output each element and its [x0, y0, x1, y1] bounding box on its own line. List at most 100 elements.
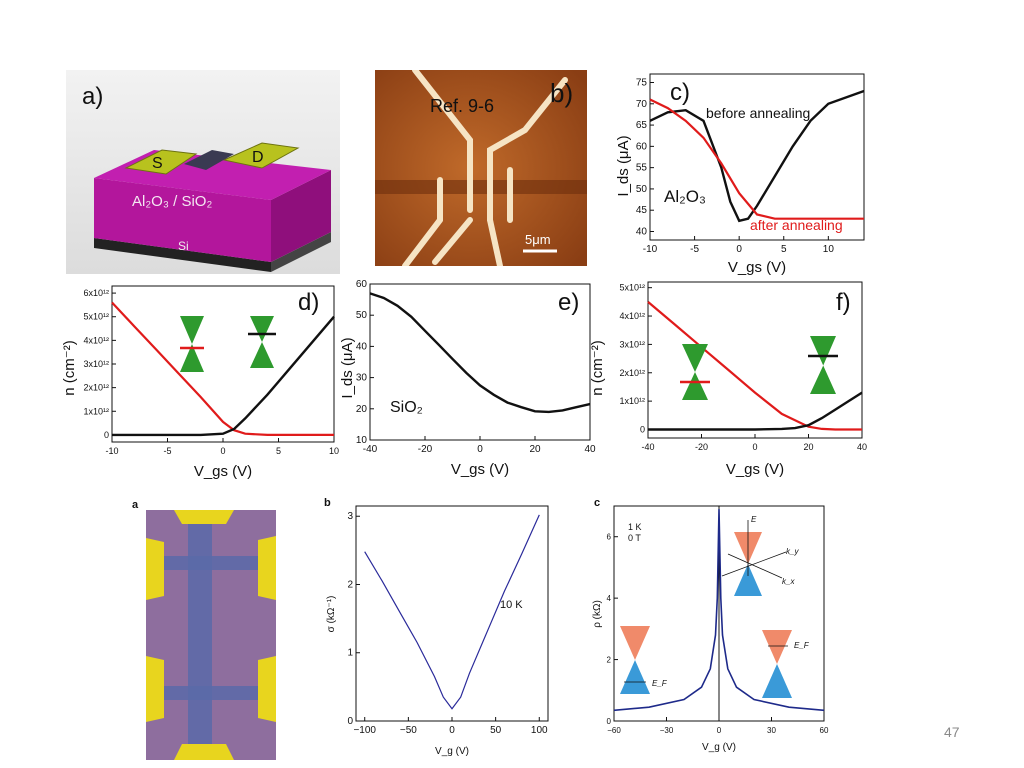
ytick-label: 3x10¹²: [619, 339, 645, 349]
plot-f: 0 1x10¹² 2x10¹² 3x10¹² 4x10¹² 5x10¹² -40 -20 0 2…: [589, 281, 867, 478]
ytick-label: 1x10¹²: [619, 396, 645, 406]
plot-d-ylabel: n (cm⁻²): [61, 340, 78, 395]
ytick-label: 1: [347, 648, 353, 659]
ytick-label: 3x10¹²: [83, 359, 109, 369]
xtick-label: 30: [767, 726, 776, 735]
ytick-label: 30: [356, 373, 368, 384]
plot-f-xlabel: V_gs (V): [726, 461, 784, 478]
temperature-label: 1 K: [628, 522, 642, 532]
panel-gc: c 0 2 4 6 −60 −30 0 30 60 1 K 0 T E k_y k_x E_F: [590, 496, 830, 762]
ytick-label: 40: [356, 341, 368, 352]
ytick-label: 60: [356, 279, 368, 290]
plot-f-frame: [647, 281, 863, 439]
xtick-label: −30: [660, 726, 674, 735]
curve-before-annealing: [649, 89, 865, 223]
plot-d-xticks: -10 -5 0 5 10: [105, 438, 339, 456]
source-label: S: [152, 155, 163, 172]
dirac-cone-electron-doped: [248, 316, 276, 368]
label-ef-electron: E_F: [794, 641, 810, 650]
graphene-strip: [375, 180, 587, 194]
plot-gc-ylabel: ρ (kΩ): [592, 600, 603, 628]
temperature-annotation: 10 K: [500, 599, 523, 611]
curve-holes-f: [647, 301, 862, 431]
ytick-label: 50: [356, 310, 368, 321]
xtick-label: -10: [643, 244, 658, 255]
ytick-label: 2: [347, 579, 353, 590]
micrograph-background: [375, 70, 587, 266]
panel-e-label: e): [558, 289, 579, 316]
drain-pad: [222, 142, 300, 169]
plot-d: 0 1x10¹² 2x10¹² 3x10¹² 4x10¹² 5x10¹² 6x10¹² -1…: [61, 285, 339, 480]
xtick-label: 100: [531, 725, 548, 736]
scale-label: 5μm: [525, 232, 551, 247]
graphene-sheet: [184, 150, 234, 170]
ytick-label: 5x10¹²: [619, 283, 645, 293]
xtick-label: 0: [717, 726, 722, 735]
xtick-label: 40: [857, 442, 867, 452]
xtick-label: 5: [781, 244, 787, 255]
xtick-label: 10: [329, 446, 339, 456]
xtick-label: −50: [400, 725, 417, 736]
plot-d-xlabel: V_gs (V): [194, 463, 252, 480]
ytick-label: 5x10¹²: [83, 312, 109, 322]
hall-bar-micrograph: a: [132, 499, 276, 760]
electrode-2: [487, 77, 568, 223]
plot-gb: b 0 1 2 3 −100 −50 0 50 100 10 K σ (kΩ⁻¹) V_g (…: [324, 497, 549, 757]
plot-e-ylabel: I_ds (μA): [340, 337, 356, 398]
drain-label: D: [252, 149, 264, 166]
panel-b-label: b): [550, 78, 573, 108]
contact-left-top: [146, 538, 164, 600]
legend-before-annealing: before annealing: [706, 105, 810, 121]
panel-b: Ref. 9-6 b) 5μm: [375, 67, 587, 269]
dirac-cone-hole: E_F: [620, 626, 668, 694]
panel-e: 10 20 30 40 50 60 -40 -20 0 20 40 e) SiO₂ I_ds (μ…: [339, 276, 602, 482]
ytick-label: 20: [356, 404, 368, 415]
contact-right-bottom: [258, 656, 276, 722]
plot-c-xticks: -10 -5 0 5 10: [643, 236, 835, 255]
electrode-lead-3: [402, 217, 443, 269]
panel-a: a) S D Al₂O₃ / SiO₂ Si: [66, 70, 340, 274]
plot-e: 10 20 30 40 50 60 -40 -20 0 20 40 e) SiO₂ I_ds (μ…: [339, 279, 596, 478]
hall-arm-top: [146, 556, 276, 570]
xtick-label: 20: [803, 442, 813, 452]
plot-d-yticks: 0 1x10¹² 2x10¹² 3x10¹² 4x10¹² 5x10¹² 6x10¹²: [83, 288, 116, 440]
oxide-front: [94, 178, 271, 262]
panel-gc-label: c: [594, 497, 600, 509]
curve-electrons-f: [648, 391, 863, 431]
reference-text: Ref. 9-6: [430, 96, 494, 116]
xtick-label: 0: [736, 244, 742, 255]
plot-c-xlabel: V_gs (V): [728, 259, 786, 276]
electrode-lead-2: [487, 217, 503, 269]
cone-body-right-f: [810, 336, 836, 394]
oxide-label: Al₂O₃ / SiO₂: [132, 193, 212, 210]
xtick-label: 0: [477, 444, 483, 455]
ytick-label: 0: [640, 424, 645, 434]
ytick-label: 70: [636, 99, 648, 110]
ytick-label: 4: [607, 594, 612, 603]
xtick-label: 60: [820, 726, 829, 735]
label-ef-hole: E_F: [652, 679, 668, 688]
ytick-label: 4x10¹²: [619, 311, 645, 321]
electrode-lead-1: [432, 217, 473, 265]
xtick-label: -10: [105, 446, 118, 456]
legend-after-annealing: after annealing: [750, 217, 843, 233]
xtick-label: -40: [641, 442, 654, 452]
ytick-label: 2x10¹²: [619, 368, 645, 378]
plot-gb-xticks: −100 −50 0 50 100: [353, 717, 548, 736]
xtick-label: 50: [490, 725, 502, 736]
curve-ids-sio2: [369, 292, 591, 414]
contact-bottom: [174, 744, 234, 760]
dirac-cone-hole-doped-f: [680, 344, 710, 400]
axis-kx: [727, 553, 783, 579]
cone-lower-hole: [620, 660, 650, 694]
axis-ky: [721, 551, 787, 577]
device-micrograph: Ref. 9-6 b) 5μm: [375, 67, 587, 269]
xtick-label: 10: [823, 244, 835, 255]
ytick-label: 75: [636, 78, 648, 89]
ytick-label: 0: [104, 430, 109, 440]
ytick-label: 10: [356, 435, 368, 446]
material-label-sio2: SiO₂: [390, 399, 423, 416]
plot-c-frame: [649, 73, 865, 241]
cone-upper-electron: [762, 630, 792, 664]
slide-page-number: 47: [944, 724, 960, 740]
